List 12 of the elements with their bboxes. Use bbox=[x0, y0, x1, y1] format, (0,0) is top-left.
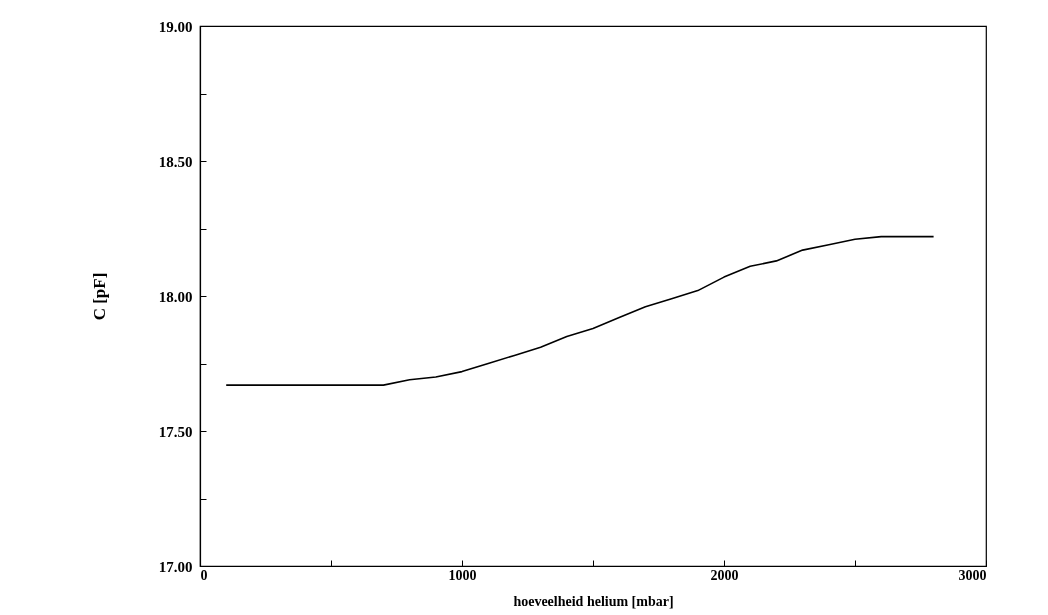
y-axis-title: C [pF] bbox=[89, 272, 109, 321]
x-tick-label: 0 bbox=[200, 567, 208, 583]
line-series bbox=[225, 235, 935, 386]
x-tick-label: 3000 bbox=[958, 567, 987, 583]
y-tick-label: 18.00 bbox=[158, 288, 193, 305]
y-tick-label: 18.50 bbox=[158, 153, 193, 170]
y-tick-label: 17.50 bbox=[158, 423, 193, 440]
x-axis-title: hoeveelheid helium [mbar] bbox=[513, 593, 674, 609]
y-tick-label: 17.00 bbox=[158, 558, 193, 575]
y-tick-label: 19.00 bbox=[158, 18, 193, 35]
x-tick-label: 1000 bbox=[448, 567, 477, 583]
x-tick-label: 2000 bbox=[710, 567, 739, 583]
